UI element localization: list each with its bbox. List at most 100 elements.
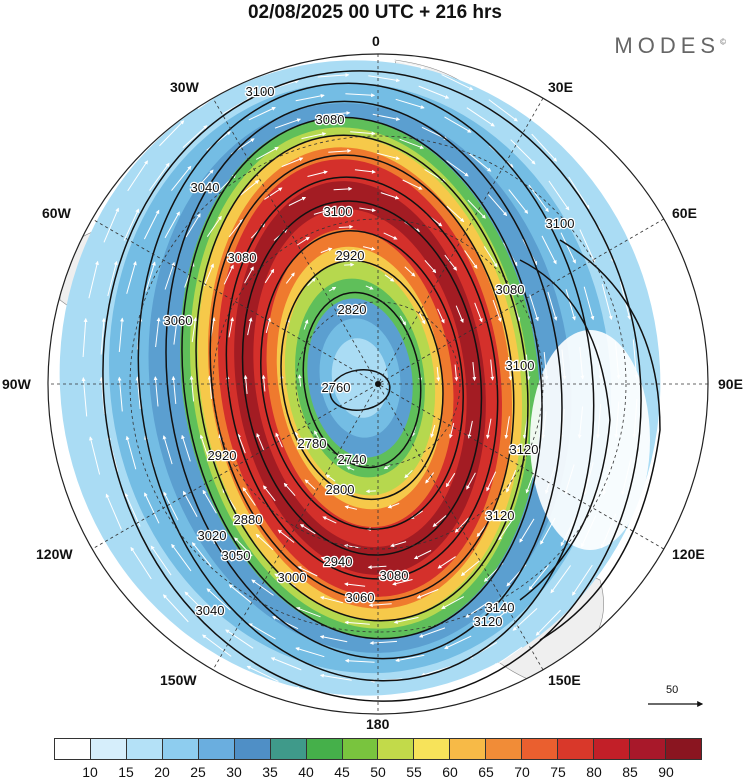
streamline-arrow — [328, 286, 337, 292]
streamline-arrow — [460, 560, 480, 577]
contour-label: 3080 — [228, 250, 257, 265]
reference-vector-arrow — [648, 701, 704, 707]
streamline-arrow — [244, 266, 254, 284]
streamline-arrow — [189, 375, 195, 402]
streamline-arrow — [320, 556, 340, 564]
streamline-arrow — [528, 565, 549, 591]
streamline-arrow — [404, 469, 413, 479]
streamline-arrow — [100, 317, 106, 355]
contour-label: 2920 — [336, 248, 365, 263]
contour-line — [181, 116, 543, 640]
lon-label-60e: 60E — [672, 205, 697, 221]
streamline-arrow — [256, 433, 265, 451]
streamline-arrow — [164, 211, 180, 239]
streamline-arrow — [466, 472, 476, 490]
height-contours — [102, 70, 661, 702]
lon-label-60w: 60W — [42, 205, 71, 221]
colorbar-swatch — [378, 739, 415, 759]
streamline-arrow — [313, 208, 330, 215]
lon-label-150w: 150W — [160, 672, 197, 688]
colorbar-tick-label: 80 — [586, 764, 602, 780]
colorbar-swatch — [630, 739, 666, 759]
streamline-arrow — [372, 113, 401, 121]
lon-label-0: 0 — [372, 33, 380, 49]
streamline-arrow — [365, 285, 374, 290]
streamline-arrow — [255, 533, 274, 551]
colorbar-swatch — [342, 739, 379, 759]
streamline-arrow — [395, 654, 425, 663]
streamline-arrow — [437, 308, 445, 324]
colorbar-tick-label: 45 — [334, 764, 350, 780]
streamline-arrow — [508, 189, 529, 214]
lon-label-90w: 90W — [2, 376, 31, 392]
streamline-arrow — [243, 374, 248, 394]
streamline-arrow — [274, 118, 302, 129]
colorbar-tick-label: 30 — [226, 764, 242, 780]
lon-label-150e: 150E — [548, 672, 581, 688]
streamline-arrow — [237, 433, 246, 454]
streamline-arrow — [418, 627, 446, 638]
streamline-arrow — [320, 596, 344, 604]
streamline-arrow — [615, 342, 621, 380]
colorbar-swatch — [270, 739, 307, 759]
streamline-arrow — [294, 431, 302, 445]
streamline-arrow — [285, 272, 295, 284]
streamline-arrow — [376, 152, 400, 160]
streamline-arrow — [181, 434, 191, 462]
streamline-arrow — [508, 357, 513, 381]
streamline-arrow — [182, 490, 198, 518]
streamline-arrow — [162, 594, 189, 623]
colorbar-swatch — [414, 739, 451, 759]
contour-label: 3120 — [510, 442, 539, 457]
streamline-arrow — [295, 93, 325, 102]
streamline-arrow — [228, 218, 244, 238]
streamline-arrow — [550, 565, 572, 594]
colorbar-tick-label: 90 — [658, 764, 674, 780]
streamline-arrow — [369, 640, 398, 645]
streamline-arrow — [632, 339, 639, 379]
streamline-arrow — [413, 550, 432, 560]
streamline-arrow — [561, 349, 567, 380]
streamline-arrow — [467, 152, 492, 172]
streamline-arrow — [338, 224, 354, 229]
streamline-arrow — [512, 608, 538, 631]
streamline-arrow — [367, 565, 387, 570]
latitude-circle — [129, 135, 627, 633]
streamline-arrow — [350, 131, 376, 136]
streamline-arrow — [107, 260, 118, 297]
streamline-arrow — [173, 317, 179, 345]
streamline-arrow — [602, 459, 613, 496]
streamline-arrow — [251, 579, 274, 596]
colorbar-swatch — [558, 739, 595, 759]
lon-label-120e: 120E — [672, 546, 705, 562]
streamline-arrow — [127, 160, 148, 192]
colorbar-tick-label: 70 — [514, 764, 530, 780]
streamline-arrow — [444, 254, 457, 271]
streamline-arrow — [568, 176, 590, 210]
streamline-arrow — [150, 545, 172, 576]
lon-label-180: 180 — [366, 716, 390, 732]
colorbar-swatch — [486, 739, 523, 759]
streamline-arrow — [446, 160, 469, 177]
streamline-arrow — [295, 607, 321, 618]
brand-mark: © — [720, 37, 726, 47]
colorbar-tick-label: 35 — [262, 764, 278, 780]
streamline-arrow — [404, 266, 416, 277]
streamline-arrow — [288, 196, 307, 206]
streamline-arrow — [171, 543, 192, 572]
streamline-arrow — [294, 686, 329, 697]
contour-label: 3020 — [198, 528, 227, 543]
streamline-arrow — [399, 315, 406, 326]
streamline-arrow — [368, 75, 401, 83]
contour-line — [539, 239, 661, 641]
streamline-arrow — [193, 169, 214, 192]
streamline-arrow — [391, 59, 426, 70]
colorbar-swatch — [306, 739, 343, 759]
streamline-arrow — [117, 376, 123, 412]
streamline-arrow — [346, 466, 355, 471]
colorbar-tick-label: 50 — [370, 764, 386, 780]
streamline-arrow — [543, 352, 549, 381]
streamline-arrow — [345, 93, 376, 98]
streamline-arrow — [579, 229, 596, 264]
streamline-arrow — [541, 411, 547, 439]
